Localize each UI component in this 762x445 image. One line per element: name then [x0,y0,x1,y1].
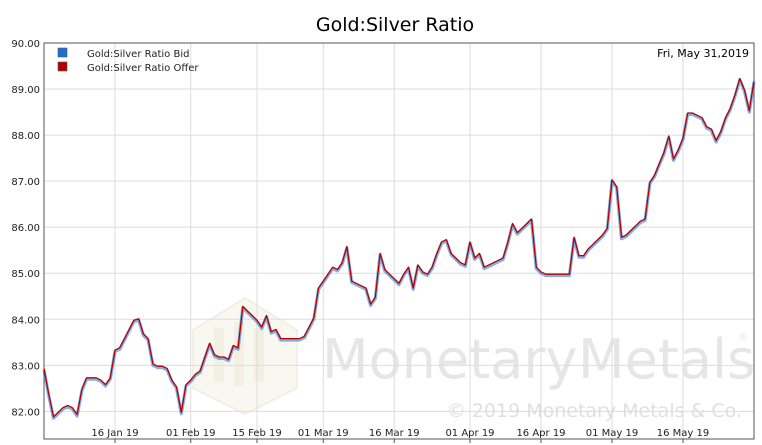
y-tick-label: 85.00 [11,269,40,280]
x-tick-label: 16 Jan 19 [91,428,138,439]
x-tick-label: 01 Mar 19 [298,428,349,439]
y-tick-label: 89.00 [11,85,40,96]
y-axis: 82.00 83.00 84.00 85.00 86.00 87.00 88.00 89.00… [11,39,40,418]
x-tick-label: 16 May 19 [657,428,709,439]
watermark-brand-metals: Metals [578,328,755,391]
y-tick-label: 86.00 [11,223,40,234]
series-line-bid [42,78,756,420]
y-tick-label: 88.00 [11,131,40,142]
legend-swatch-offer [57,61,68,72]
x-tick-label: 01 Apr 19 [445,428,494,439]
series-line-offer [43,77,755,418]
x-tick-label: 15 Feb 19 [232,428,282,439]
legend: Gold:Silver Ratio Bid Gold:Silver Ratio … [57,47,199,74]
legend-item-offer[interactable]: Gold:Silver Ratio Offer [57,61,199,74]
monetary-metals-watermark: Monetary Metals ® © 2019 Monetary Metals… [192,296,755,422]
x-tick-label: 01 May 19 [586,428,638,439]
series-layer [42,77,756,420]
legend-item-bid[interactable]: Gold:Silver Ratio Bid [57,47,189,60]
x-axis: 16 Jan 19 01 Feb 19 15 Feb 19 01 Mar 19 16 M… [91,428,709,443]
x-tick-label: 01 Feb 19 [166,428,216,439]
legend-swatch-bid [57,47,68,58]
y-tick-label: 90.00 [11,39,40,50]
x-tick-label: 16 Mar 19 [369,428,420,439]
date-label: Fri, May 31,2019 [657,47,749,60]
monetary-metals-logo [192,296,298,416]
y-tick-label: 83.00 [11,361,40,372]
y-tick-label: 87.00 [11,177,40,188]
legend-label-offer: Gold:Silver Ratio Offer [87,63,199,74]
y-tick-label: 82.00 [11,407,40,418]
chart-title: Gold:Silver Ratio [316,14,474,36]
plot-frame [43,42,755,440]
x-tick-label: 16 Apr 19 [516,428,565,439]
y-tick-label: 84.00 [11,315,40,326]
watermark-registered: ® [738,332,748,343]
watermark-brand-monetary: Monetary [322,328,578,391]
legend-label-bid: Gold:Silver Ratio Bid [87,49,189,60]
